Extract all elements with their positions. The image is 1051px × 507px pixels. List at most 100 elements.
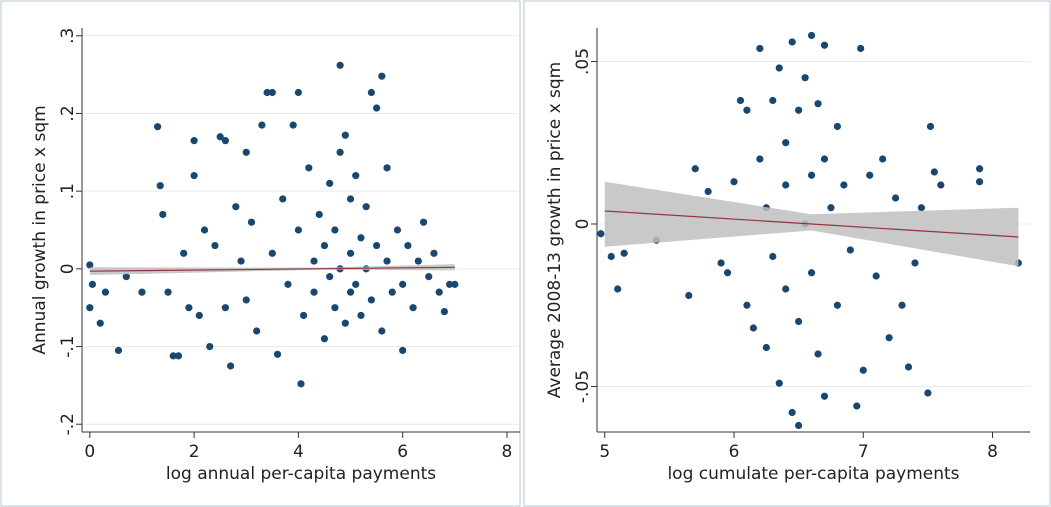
point bbox=[685, 291, 693, 300]
point bbox=[937, 181, 945, 189]
y-tick-label: -.2 bbox=[58, 413, 78, 435]
point bbox=[840, 181, 848, 189]
y-tick-label: .1 bbox=[58, 183, 78, 199]
point bbox=[833, 301, 842, 309]
point bbox=[174, 352, 183, 360]
point bbox=[378, 72, 386, 80]
point bbox=[975, 165, 984, 173]
point bbox=[362, 203, 370, 211]
point bbox=[258, 121, 266, 129]
point bbox=[336, 148, 344, 156]
point bbox=[435, 288, 443, 296]
x-tick-label: 0 bbox=[84, 442, 95, 462]
point bbox=[879, 155, 887, 163]
point bbox=[419, 218, 428, 226]
point bbox=[367, 88, 375, 97]
point bbox=[164, 288, 172, 296]
point bbox=[206, 342, 214, 351]
point bbox=[114, 346, 123, 355]
point bbox=[331, 304, 339, 312]
point bbox=[190, 137, 198, 145]
point bbox=[898, 301, 906, 309]
point bbox=[691, 165, 699, 173]
point bbox=[232, 203, 240, 211]
point bbox=[378, 327, 386, 335]
point bbox=[425, 273, 433, 281]
point bbox=[736, 96, 745, 105]
fit-line bbox=[89, 266, 455, 272]
y-tick-label: .3 bbox=[58, 28, 78, 44]
x-tick-label: 7 bbox=[858, 442, 869, 462]
point bbox=[859, 366, 867, 374]
point bbox=[430, 249, 438, 257]
point bbox=[346, 288, 355, 296]
point bbox=[885, 334, 893, 342]
point bbox=[788, 408, 796, 417]
point bbox=[195, 311, 203, 320]
point bbox=[756, 44, 764, 53]
point bbox=[294, 226, 302, 234]
point bbox=[263, 88, 271, 97]
point bbox=[169, 352, 177, 360]
point bbox=[326, 179, 334, 187]
point bbox=[138, 288, 146, 296]
point bbox=[279, 195, 287, 203]
point bbox=[872, 272, 880, 280]
point bbox=[297, 380, 305, 388]
point bbox=[383, 164, 391, 172]
point bbox=[273, 350, 282, 358]
point bbox=[341, 319, 349, 327]
x-tick-label: 8 bbox=[987, 442, 998, 462]
point bbox=[122, 273, 130, 281]
y-tick-label: 0 bbox=[58, 263, 78, 274]
point bbox=[320, 335, 329, 343]
point bbox=[388, 288, 396, 296]
point bbox=[367, 296, 375, 304]
point bbox=[795, 317, 803, 326]
point bbox=[336, 61, 344, 69]
point bbox=[975, 178, 984, 186]
point bbox=[86, 304, 94, 312]
point bbox=[159, 210, 167, 219]
point bbox=[326, 273, 334, 281]
point bbox=[346, 249, 355, 257]
point bbox=[357, 234, 365, 242]
point bbox=[597, 230, 605, 238]
point bbox=[352, 172, 360, 180]
point bbox=[820, 155, 829, 163]
point bbox=[154, 123, 162, 131]
x-tick-label: 4 bbox=[293, 442, 304, 462]
y-tick-label: .05 bbox=[573, 48, 593, 75]
y-tick-label: 0 bbox=[573, 219, 593, 230]
x-tick-label: 2 bbox=[189, 442, 200, 462]
y-axis-title: Annual growth in price x sqm bbox=[30, 105, 50, 354]
x-axis-title: log cumulate per-capita payments bbox=[667, 464, 959, 484]
point bbox=[926, 122, 935, 131]
x-tick-label: 6 bbox=[397, 442, 408, 462]
point bbox=[769, 252, 777, 261]
point bbox=[607, 252, 615, 261]
point bbox=[200, 226, 209, 234]
point bbox=[730, 178, 738, 186]
point bbox=[320, 241, 329, 250]
point bbox=[801, 74, 809, 82]
point bbox=[357, 311, 365, 320]
point bbox=[917, 204, 926, 212]
point bbox=[853, 402, 861, 410]
point bbox=[620, 249, 628, 257]
point bbox=[310, 257, 318, 265]
point bbox=[782, 139, 790, 147]
point bbox=[769, 96, 777, 105]
point bbox=[268, 88, 276, 97]
point bbox=[180, 249, 188, 257]
y-tick-label: -.1 bbox=[58, 335, 78, 357]
point bbox=[221, 304, 229, 312]
point bbox=[723, 269, 732, 277]
point bbox=[310, 288, 318, 296]
x-axis-title: log annual per-capita payments bbox=[166, 464, 436, 484]
panel-frame bbox=[0, 0, 521, 507]
point bbox=[101, 288, 110, 296]
point bbox=[352, 280, 360, 288]
